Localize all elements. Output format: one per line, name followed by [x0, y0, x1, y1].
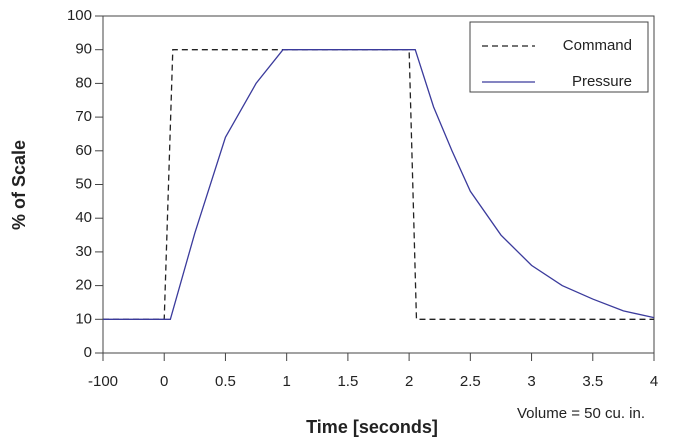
- x-tick-label: 3: [527, 373, 535, 390]
- series-line: [103, 49, 655, 320]
- x-tick-label: 3.5: [582, 373, 603, 390]
- x-tick-label: 4: [650, 373, 658, 390]
- x-tick-label: -100: [88, 373, 118, 390]
- legend-label: Pressure: [572, 73, 632, 90]
- y-tick-label: 70: [75, 108, 92, 125]
- annotation: Volume = 50 cu. in.: [517, 405, 645, 422]
- y-tick-label: 20: [75, 277, 92, 294]
- legend-box: [469, 21, 649, 93]
- y-tick-label: 10: [75, 310, 92, 327]
- y-axis-label: % of Scale: [9, 140, 29, 230]
- y-tick-label: 90: [75, 41, 92, 58]
- y-tick-label: 50: [75, 175, 92, 192]
- x-tick-label: 0: [160, 373, 168, 390]
- x-tick-label: 2.5: [460, 373, 481, 390]
- y-tick-label: 60: [75, 142, 92, 159]
- x-tick-label: 1: [282, 373, 290, 390]
- x-axis-label: Time [seconds]: [306, 417, 438, 437]
- y-tick-label: 40: [75, 209, 92, 226]
- y-tick-label: 100: [67, 7, 92, 24]
- x-tick-label: 2: [405, 373, 413, 390]
- x-tick-label: 1.5: [337, 373, 358, 390]
- y-tick-label: 30: [75, 243, 92, 260]
- y-tick-label: 80: [75, 74, 92, 91]
- x-tick-label: 0.5: [215, 373, 236, 390]
- y-tick-label: 0: [84, 344, 92, 361]
- legend-label: Command: [563, 37, 632, 54]
